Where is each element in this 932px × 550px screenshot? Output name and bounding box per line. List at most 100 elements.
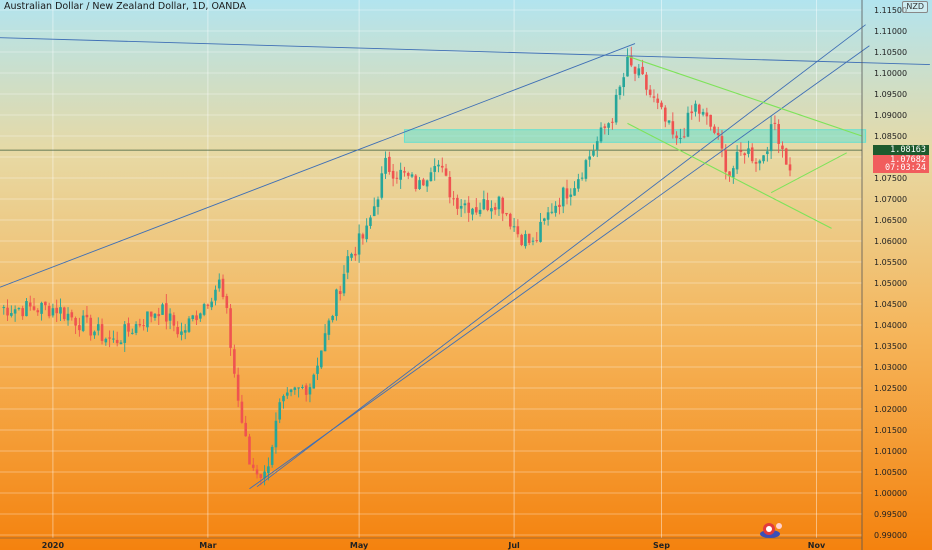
candle-body [467,202,471,213]
candle-body [172,315,176,326]
candle-body [448,176,452,198]
candle-body [554,205,557,213]
candle-body [478,209,482,214]
hline-price-tag: 1.08163 [873,145,929,155]
candle-body [285,392,289,396]
candle-body [361,234,365,239]
candle-body [81,315,85,331]
candle-body [391,170,395,179]
y-tick-label: 1.05000 [874,279,907,288]
candle-body [278,402,282,420]
y-tick-label: 1.10000 [874,69,907,78]
x-tick-label: 2020 [42,541,65,550]
candle-body [524,234,527,247]
candle-body [716,132,720,136]
candle-body [663,107,667,122]
candle-body [686,112,690,137]
candle-body [633,66,637,74]
x-tick-label: May [350,541,369,550]
candle-body [754,162,758,164]
candle-body [66,313,70,321]
trendline-long-resistance[interactable] [0,43,636,288]
trendline-flag-lower[interactable] [627,122,832,229]
y-tick-label: 1.06000 [874,237,907,246]
trendline-lower-channel[interactable] [249,45,870,490]
candle-body [289,389,293,393]
candle-body [331,315,334,321]
candle-body [422,179,425,186]
candle-body [210,301,213,308]
candle-body [747,148,750,154]
candle-body [565,188,569,199]
candle-body [713,126,716,133]
candle-body [516,226,520,235]
x-tick-label: Mar [199,541,216,550]
candle-body [512,226,516,228]
candle-body [437,164,440,167]
y-tick-label: 1.11000 [874,27,907,36]
y-tick-label: 1.05500 [874,258,907,267]
candle-body [112,338,115,340]
candle-body [569,194,573,197]
candle-body [720,136,724,149]
candle-body [577,179,580,189]
candle-body [410,174,414,177]
y-tick-label: 1.07000 [874,195,907,204]
candle-body [732,168,735,178]
candle-body [618,86,622,96]
candle-body [788,164,792,171]
candles [2,46,792,486]
candle-body [463,203,467,206]
snail-logo-icon [760,523,782,538]
y-tick-label: 1.00000 [874,489,907,498]
candle-body [698,104,701,114]
candle-body [100,324,104,341]
candle-body [509,213,512,227]
candle-body [406,172,410,176]
candle-body [543,218,546,221]
candle-body [637,68,641,76]
candle-body [134,324,138,333]
y-tick-label: 1.01500 [874,426,907,435]
trendline-flag-upper[interactable] [627,55,863,137]
candle-body [675,135,678,139]
candle-body [561,187,565,207]
candle-body [51,308,55,316]
supply-zone[interactable] [403,129,867,143]
candle-body [323,333,327,352]
currency-badge[interactable]: NZD [902,1,928,13]
candle-body [766,151,769,155]
candle-body [40,302,43,314]
candle-body [497,196,501,210]
candle-body [251,464,255,468]
candle-body [301,386,304,388]
candle-body [694,103,697,112]
candle-body [274,420,278,448]
x-tick-label: Nov [808,541,826,550]
candle-body [607,123,610,128]
y-tick-label: 1.09000 [874,111,907,120]
y-tick-label: 1.03500 [874,342,907,351]
candle-body [187,318,191,332]
candle-body [335,289,338,317]
candle-body [96,324,100,331]
candle-body [626,56,629,77]
candle-body [425,180,429,187]
candle-body [399,169,402,180]
candle-body [225,296,229,308]
y-tick-label: 1.07500 [874,174,907,183]
candle-body [550,211,554,213]
candle-body [168,313,172,321]
trendline-flag-support[interactable] [770,152,847,194]
candle-body [403,171,406,173]
trendline-upper-channel[interactable] [256,24,866,488]
candle-body [74,318,77,326]
candle-body [21,308,24,317]
candle-body [652,96,656,98]
trendline-top-line[interactable] [0,31,930,66]
candle-body [372,206,376,217]
candle-body [781,145,784,150]
